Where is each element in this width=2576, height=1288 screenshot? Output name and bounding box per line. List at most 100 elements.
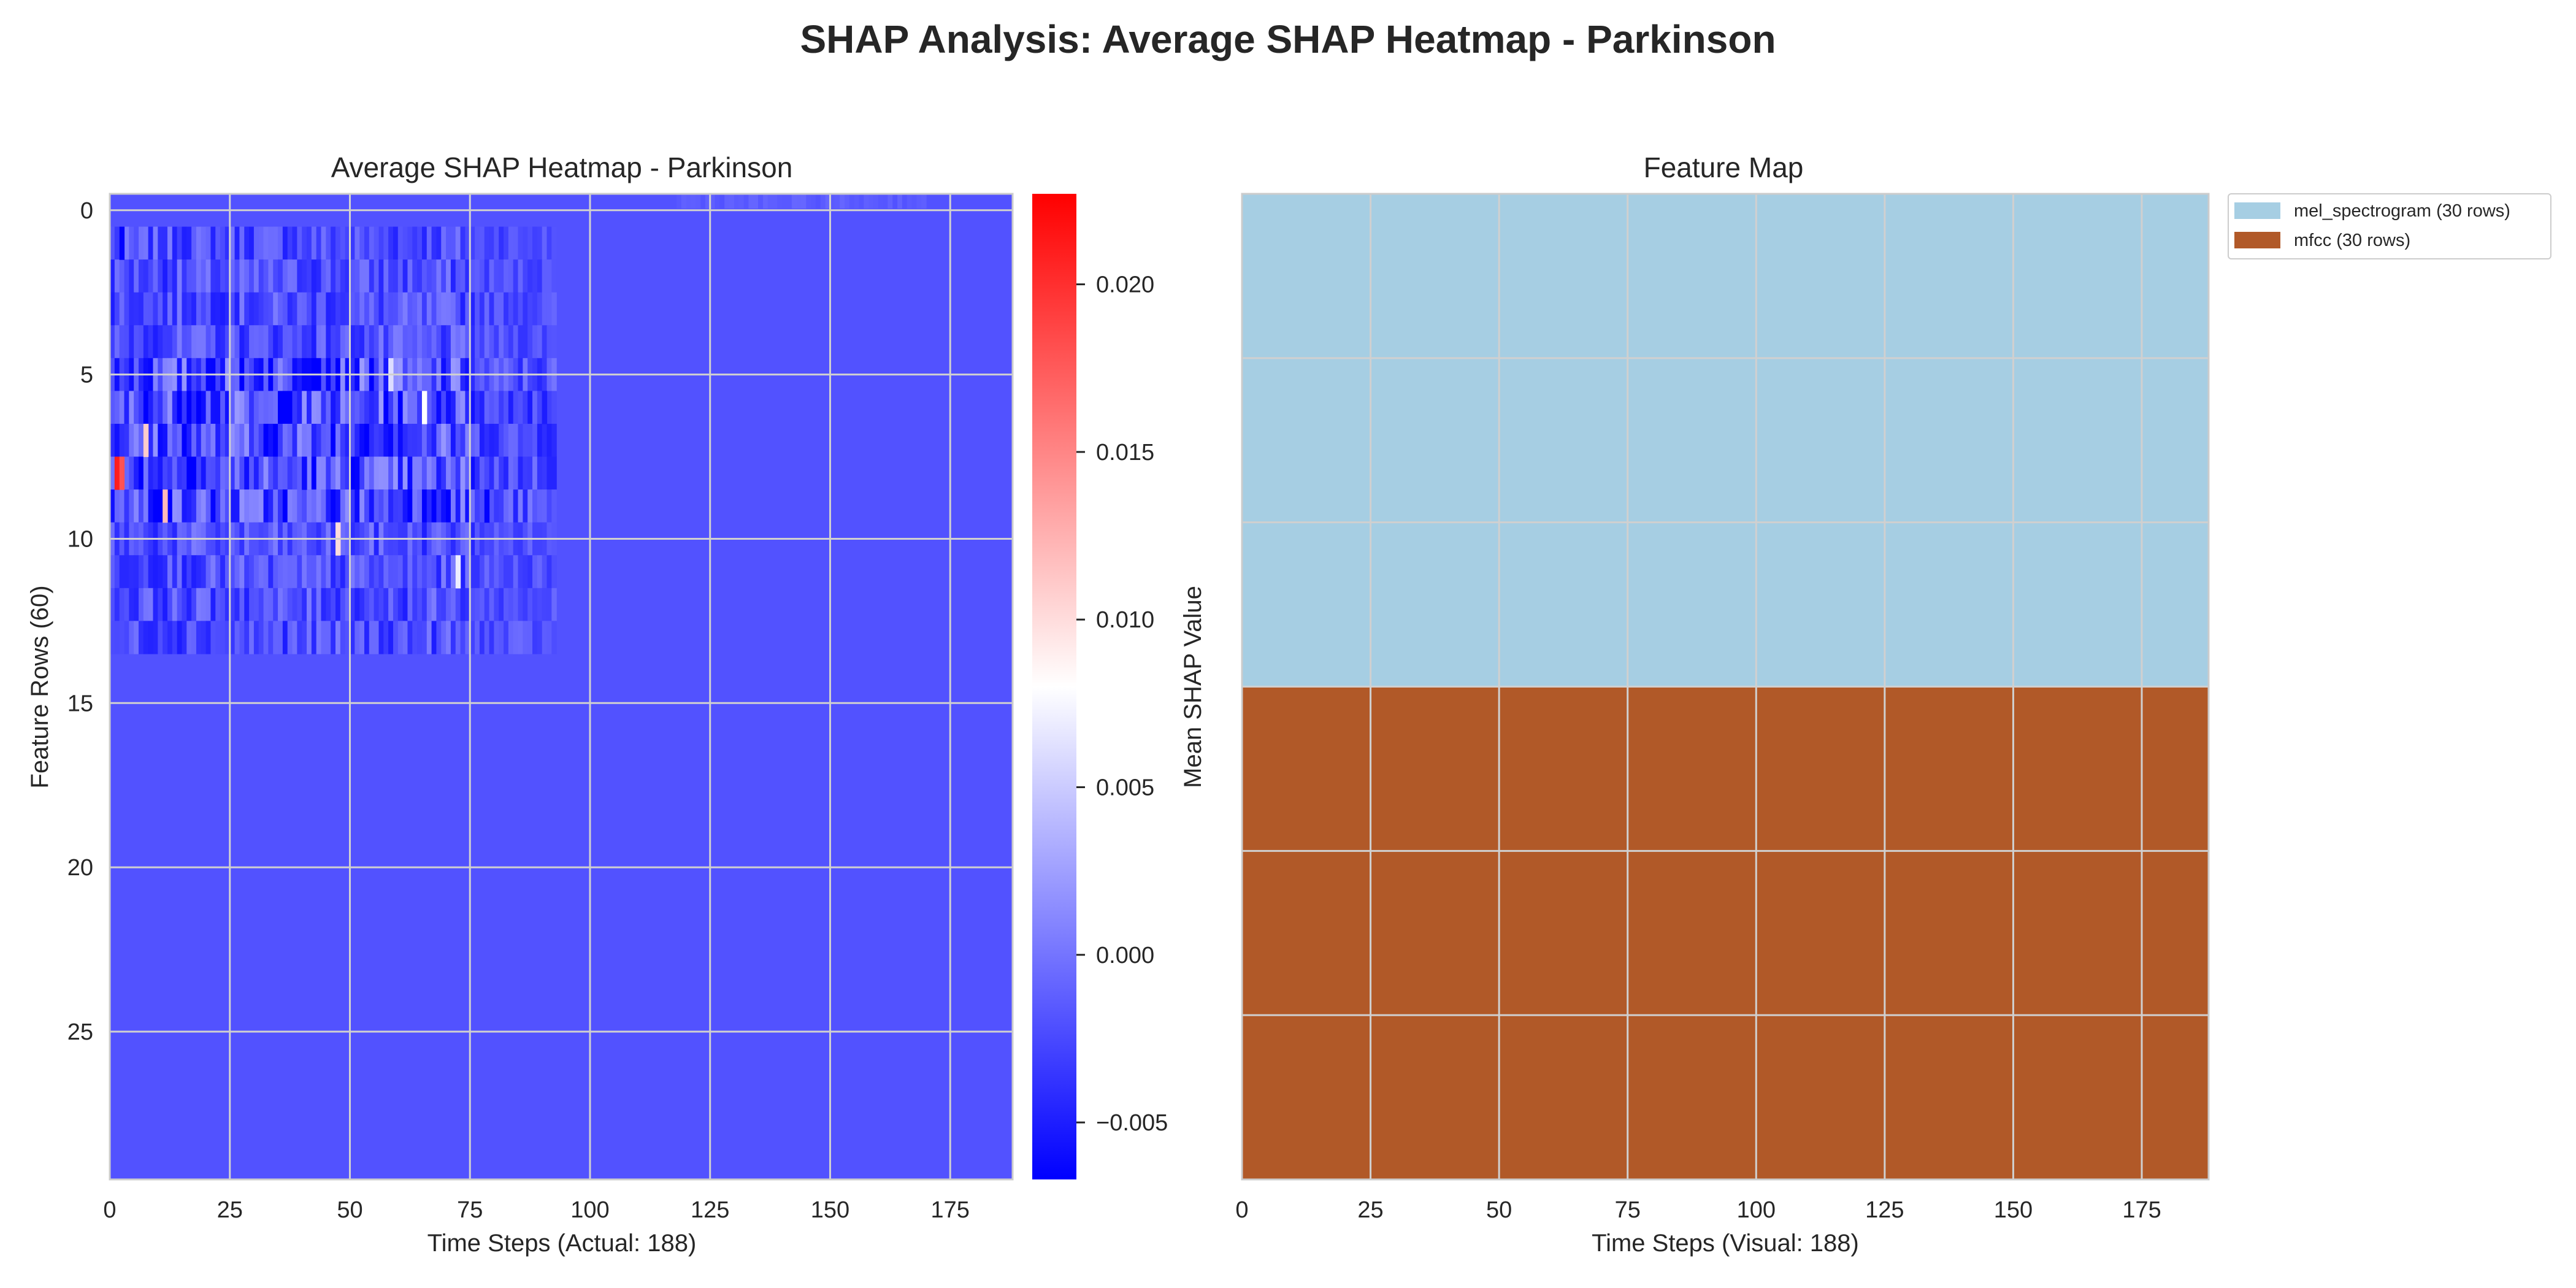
heatmap-cell [551,621,557,654]
heatmap-cell [355,423,360,458]
heatmap-cell [134,555,139,589]
heatmap-cell [383,489,389,523]
heatmap-cell [297,226,302,260]
heatmap-cell [215,325,221,359]
heatmap-cell [350,259,355,293]
heatmap-cell [182,456,187,490]
heatmap-cell [292,555,297,589]
heatmap-cell [268,456,274,490]
heatmap-cell [551,259,557,293]
heatmap-cell [182,391,187,424]
heatmap-cell [186,489,192,523]
heatmap-cell [215,456,221,490]
heatmap-cell [455,555,461,589]
heatmap-cell [455,489,461,523]
heatmap-cell [441,325,447,359]
heatmap-cell [307,621,312,654]
heatmap-cell [177,292,183,326]
heatmap-cell [412,489,418,523]
heatmap-y-tick-label: 15 [67,691,93,716]
heatmap-cell [475,489,480,523]
heatmap-cell [383,226,389,260]
heatmap-cell [417,489,423,523]
heatmap-cell [537,226,543,260]
heatmap-cell [196,621,202,654]
heatmap-cell [479,292,485,326]
heatmap-cell [345,423,351,458]
heatmap-cell [504,391,509,424]
heatmap-cell [335,621,341,654]
heatmap-cell [172,259,178,293]
heatmap-cell [364,423,370,458]
heatmap-cell [110,621,115,654]
heatmap-cell [340,259,346,293]
heatmap-cell [475,588,480,621]
heatmap-cell [421,423,427,458]
heatmap-cell [220,423,226,458]
heatmap-cell [355,456,360,490]
heatmap-cell [316,423,322,458]
heatmap-cell [119,226,125,260]
heatmap-cell [431,588,437,621]
heatmap-cell [158,621,163,654]
heatmap-cell [397,456,404,490]
heatmap-cell [163,391,168,424]
heatmap-cell [499,259,504,293]
heatmap-cell [402,456,408,490]
heatmap-cell [767,194,773,209]
heatmap-cell [114,292,120,326]
heatmap-cell [205,292,212,326]
heatmap-cell [532,456,538,490]
heatmap-cell [527,456,533,490]
heatmap-cell [513,588,519,621]
heatmap-cell [455,621,461,654]
feature-map-gridlines [1241,194,2209,1179]
heatmap-cell [508,292,514,326]
heatmap-cell [475,621,480,654]
heatmap-cell [436,489,442,523]
heatmap-cell [148,456,154,490]
heatmap-cell [350,456,355,490]
heatmap-cell [378,456,384,490]
feature-map-x-tick-label: 0 [1235,1197,1248,1223]
heatmap-cell [484,456,490,490]
heatmap-cell [321,226,326,260]
heatmap-cell [489,456,494,490]
heatmap-cell [331,489,336,523]
heatmap-cell [355,588,360,621]
heatmap-cell [758,194,764,209]
heatmap-cell [239,325,245,359]
heatmap-cell [153,259,158,293]
heatmap-cell [163,259,168,293]
heatmap-cell [350,588,355,621]
heatmap-cell [234,423,240,458]
heatmap-cell [258,555,264,589]
colorbar-tick-label: 0.015 [1096,440,1154,466]
heatmap-cell [421,391,427,424]
heatmap-cell [177,391,183,424]
heatmap-cell [229,456,236,490]
heatmap-cell [494,423,499,458]
heatmap-cell [460,226,466,260]
heatmap-cell [345,259,351,293]
heatmap-cell [114,423,120,458]
heatmap-cell [421,292,427,326]
heatmap-cell [321,456,326,490]
heatmap-cell [383,391,389,424]
heatmap-cell [378,423,384,458]
heatmap-cell [224,325,231,359]
feature-region-1 [1242,686,2209,1180]
heatmap-cell [201,226,207,260]
heatmap-cell [523,226,528,260]
heatmap-cell [119,292,125,326]
heatmap-cell [868,194,874,209]
heatmap-cell [253,226,259,260]
heatmap-cell [450,423,456,458]
heatmap-cell [513,621,519,654]
heatmap-cell [244,226,250,260]
heatmap-cell [412,226,418,260]
heatmap-cell [258,456,264,490]
heatmap-cell [378,489,384,523]
heatmap-cell [311,555,317,589]
heatmap-cell [244,292,250,326]
